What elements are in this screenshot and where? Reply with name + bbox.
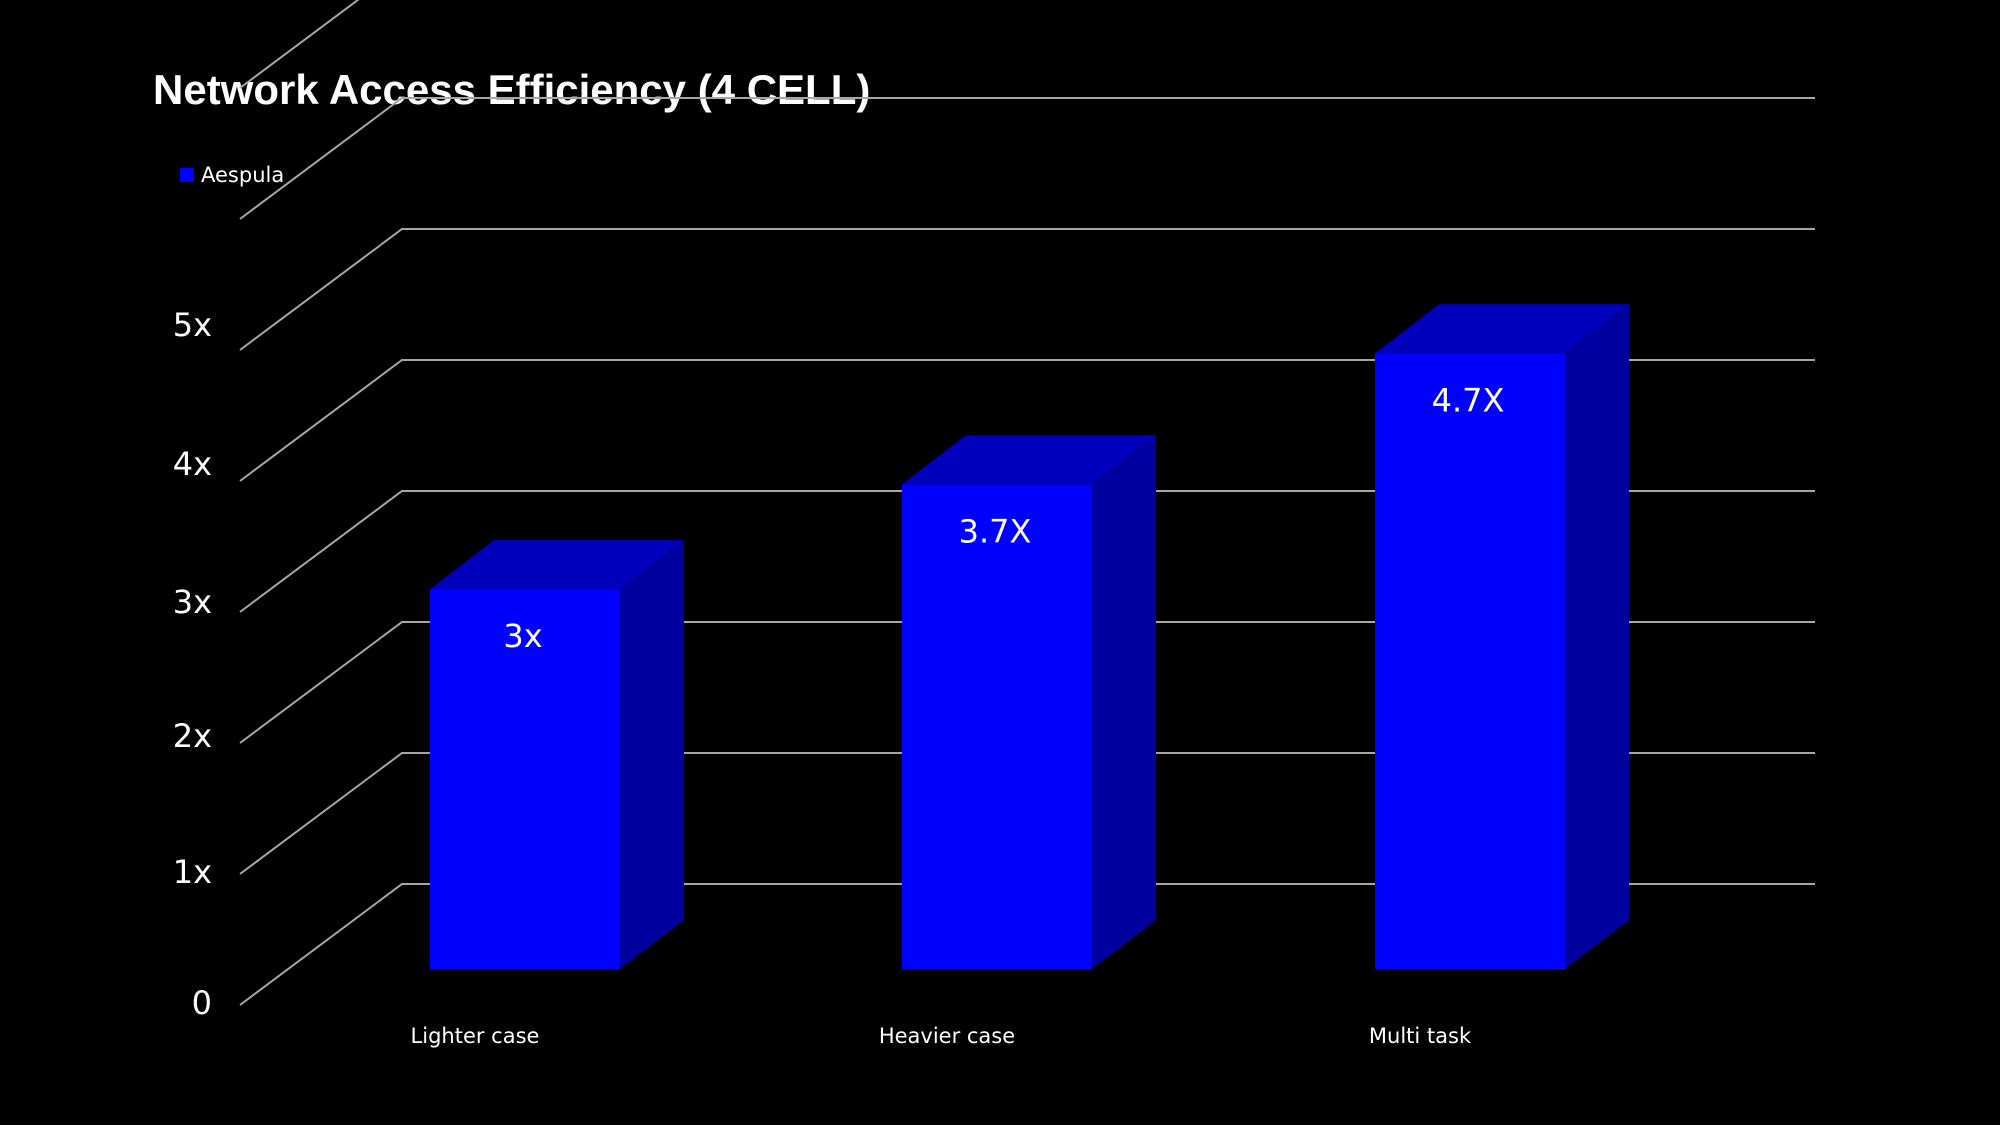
bar-data-label: 3.7X [959, 512, 1032, 550]
y-tick-label: 1x [173, 853, 212, 891]
gridline [239, 883, 1815, 1006]
bar-data-label: 3x [503, 617, 542, 655]
bar-top-face [430, 540, 684, 590]
bar-top-face [902, 435, 1156, 485]
y-tick-label: 5x [173, 306, 212, 344]
gridline [239, 359, 1815, 482]
bar-top-face [1375, 304, 1629, 354]
bar: 3.7X [902, 435, 1156, 969]
bar-data-label: 4.7X [1432, 381, 1505, 419]
gridline [239, 752, 1815, 875]
bar: 4.7X [1375, 304, 1629, 969]
gridline [239, 621, 1815, 744]
legend: Aespula [180, 163, 284, 187]
x-axis-ticks: Lighter case Heavier case Multi task [411, 1024, 1472, 1048]
y-tick-label: 0 [192, 984, 212, 1022]
y-tick-label: 4x [173, 445, 212, 483]
bars: 3x 3.7X 4.7X [430, 304, 1629, 969]
gridline [239, 97, 1815, 220]
bar-front-face [1375, 353, 1565, 969]
bar-front-face [430, 589, 620, 969]
x-tick-label: Lighter case [411, 1024, 540, 1048]
y-tick-label: 3x [173, 583, 212, 621]
legend-swatch [180, 168, 194, 182]
bar-side-face [1565, 304, 1629, 969]
bar-front-face [902, 484, 1092, 969]
bar-side-face [620, 540, 684, 969]
gridline [239, 0, 360, 89]
gridlines [239, 0, 1815, 1006]
gridline [239, 228, 1815, 351]
legend-label: Aespula [201, 163, 285, 187]
chart-title: Network Access Efficiency (4 CELL) [153, 66, 871, 113]
y-tick-label: 2x [173, 717, 212, 755]
x-tick-label: Multi task [1369, 1024, 1472, 1048]
x-tick-label: Heavier case [879, 1024, 1015, 1048]
y-axis-ticks: 0 1x 2x 3x 4x 5x [173, 306, 212, 1022]
bar: 3x [430, 540, 684, 969]
bar-side-face [1092, 435, 1156, 969]
gridline [239, 490, 1815, 613]
